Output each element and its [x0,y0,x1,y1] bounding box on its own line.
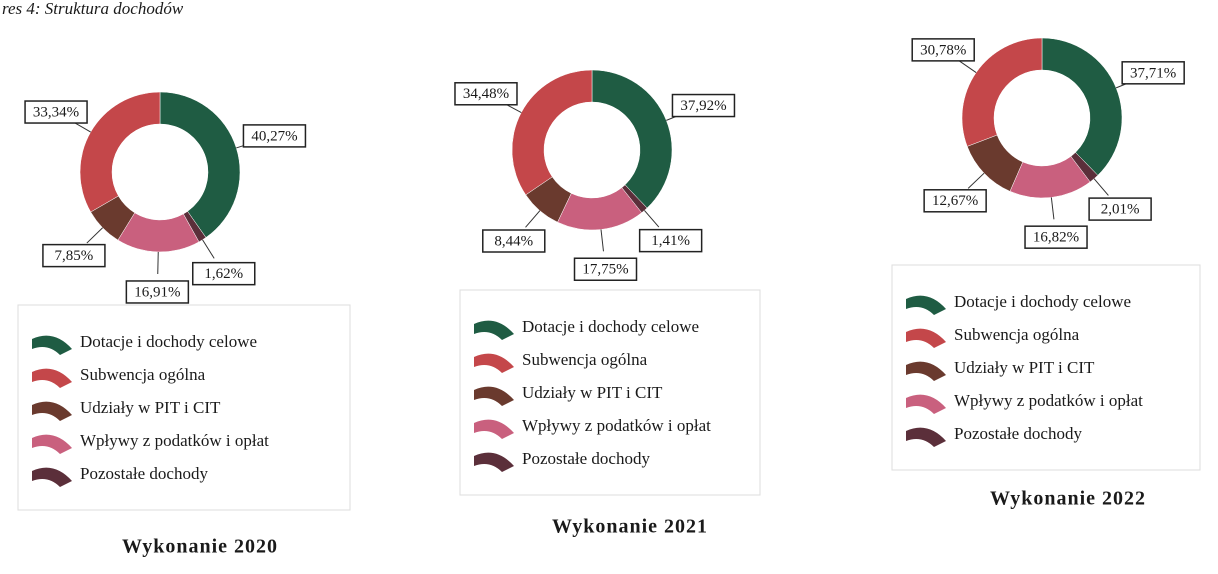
legend-swatch [474,419,514,439]
leader-line [600,229,604,252]
label-box [242,124,307,148]
leader-line [957,59,977,73]
legend-box [891,264,1201,471]
chart-title: Wykonanie 2020 [122,536,278,558]
label-box [911,38,975,62]
legend-label: Udziały w PIT i CIT [522,383,663,402]
legend-label: Udziały w PIT i CIT [954,358,1095,377]
label-box [454,82,518,106]
legend-swatch [474,386,514,406]
label-box [192,261,256,286]
donut-segment [1041,37,1123,176]
legend-swatch [474,320,514,340]
caption: res 4: Struktura dochodów [2,0,184,18]
data-label: 12,67% [932,193,978,209]
label-box [1088,197,1152,221]
legend-label: Wpływy z podatków i opłat [522,416,711,435]
data-label: 37,92% [680,98,726,114]
donut-segment [591,69,673,209]
label-box [24,100,88,124]
legend-label: Pozostałe dochody [522,449,650,468]
legend-swatch [32,434,72,454]
legend-swatch [32,335,72,355]
label-box [671,93,736,118]
data-label: 16,82% [1033,230,1079,246]
label-box [923,189,987,213]
data-label: 33,34% [33,104,79,120]
legend-swatch [906,427,946,447]
legend-swatch [906,328,946,348]
donut-segment [183,210,207,243]
donut-segment [1070,152,1099,183]
leader-line [967,172,985,189]
label-box [42,243,106,268]
data-label: 1,41% [651,233,690,249]
label-box [482,229,546,253]
legend-swatch [906,394,946,414]
data-label: 40,27% [251,128,297,144]
legend-label: Dotacje i dochody celowe [80,332,257,351]
leader-line [1093,178,1109,196]
label-box [1121,61,1185,85]
data-label: 34,48% [463,86,509,102]
data-label: 16,91% [134,284,180,300]
legend-swatch [906,361,946,381]
data-label: 37,71% [1130,65,1176,81]
legend-label: Dotacje i dochody celowe [522,317,699,336]
donut-segment [511,69,593,196]
data-label: 8,44% [494,233,533,249]
data-label: 1,62% [204,266,243,282]
legend-label: Wpływy z podatków i opłat [954,391,1143,410]
data-label: 2,01% [1101,202,1140,218]
legend-label: Subwencja ogólna [522,350,648,369]
legend-swatch [32,401,72,421]
data-label: 7,85% [55,248,94,264]
legend-label: Subwencja ogólna [954,325,1080,344]
data-label: 30,78% [920,42,966,58]
leader-line [644,210,660,228]
label-box [1024,225,1088,249]
chart-title: Wykonanie 2022 [990,488,1146,510]
legend-box [17,304,351,511]
legend-swatch [474,353,514,373]
legend-label: Subwencja ogólna [80,365,206,384]
legend-label: Pozostałe dochody [954,424,1082,443]
legend-swatch [474,452,514,472]
donut-segment [621,184,648,214]
legend-label: Udziały w PIT i CIT [80,398,221,417]
legend-swatch [906,295,946,315]
leader-line [86,227,103,244]
chart-title: Wykonanie 2021 [552,516,708,538]
leader-line [525,210,541,228]
legend-swatch [32,467,72,487]
data-label: 17,75% [582,262,628,278]
legend-box [459,289,761,496]
legend-swatch [32,368,72,388]
donut-segment [79,91,161,213]
leader-line [202,239,215,259]
label-box [125,280,190,304]
legend-label: Wpływy z podatków i opłat [80,431,269,450]
label-box [638,228,703,253]
legend-label: Dotacje i dochody celowe [954,292,1131,311]
legend-label: Pozostałe dochody [80,464,208,483]
label-box [573,257,638,281]
leader-line [1050,197,1055,220]
donut-segment [159,91,241,238]
